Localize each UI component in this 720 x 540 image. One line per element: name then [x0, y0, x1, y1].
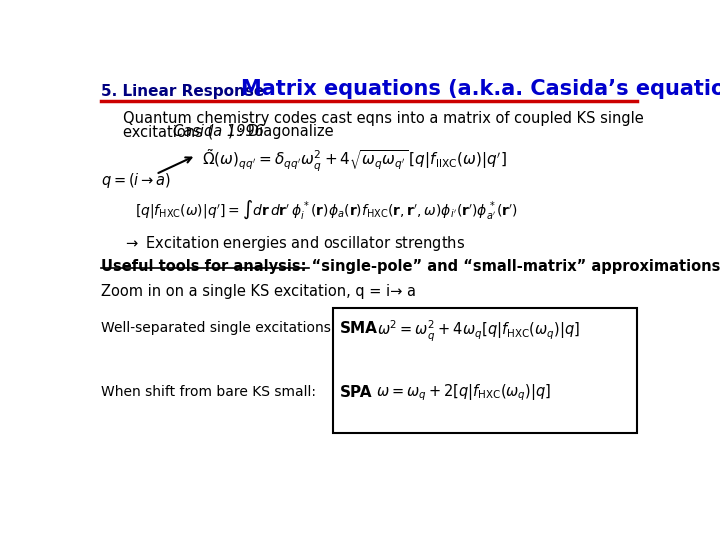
- Text: Quantum chemistry codes cast eqns into a matrix of coupled KS single: Quantum chemistry codes cast eqns into a…: [124, 111, 644, 125]
- Text: ) : Diagonalize: ) : Diagonalize: [228, 124, 334, 139]
- Text: $\omega = \omega_q + 2[q|f_{\mathrm{HXC}}(\omega_q)|q]$: $\omega = \omega_q + 2[q|f_{\mathrm{HXC}…: [377, 383, 552, 403]
- Text: Zoom in on a single KS excitation, q = i→ a: Zoom in on a single KS excitation, q = i…: [101, 284, 416, 299]
- Text: SPA: SPA: [340, 385, 372, 400]
- Text: Casida 1996: Casida 1996: [173, 124, 264, 139]
- Text: $\omega^2 = \omega_q^2 + 4\omega_q[q|f_{\mathrm{HXC}}(\omega_q)|q]$: $\omega^2 = \omega_q^2 + 4\omega_q[q|f_{…: [377, 319, 580, 343]
- Text: 5. Linear Response: 5. Linear Response: [101, 84, 264, 98]
- Text: $\rightarrow$ Excitation energies and oscillator strengths: $\rightarrow$ Excitation energies and os…: [124, 234, 466, 253]
- Text: $q = (i \rightarrow a)$: $q = (i \rightarrow a)$: [101, 171, 171, 190]
- FancyBboxPatch shape: [333, 308, 637, 433]
- Text: When shift from bare KS small:: When shift from bare KS small:: [101, 385, 316, 399]
- Text: excitations (: excitations (: [124, 124, 214, 139]
- Text: Well-separated single excitations:: Well-separated single excitations:: [101, 321, 336, 334]
- Text: Matrix equations (a.k.a. Casida’s equations): Matrix equations (a.k.a. Casida’s equati…: [240, 79, 720, 99]
- Text: $\tilde{\Omega}(\omega)_{qq'} = \delta_{qq'}\omega_q^2 + 4\sqrt{\omega_q\omega_{: $\tilde{\Omega}(\omega)_{qq'} = \delta_{…: [202, 148, 507, 174]
- Text: $[q|f_{\mathrm{HXC}}(\omega)|q'] = \int d\mathbf{r}\,d\mathbf{r}'\,\phi_i^*(\mat: $[q|f_{\mathrm{HXC}}(\omega)|q'] = \int …: [135, 199, 518, 221]
- Text: SMA: SMA: [340, 321, 378, 335]
- Text: Useful tools for analysis: “single-pole” and “small-matrix” approximations (SPA,: Useful tools for analysis: “single-pole”…: [101, 259, 720, 274]
